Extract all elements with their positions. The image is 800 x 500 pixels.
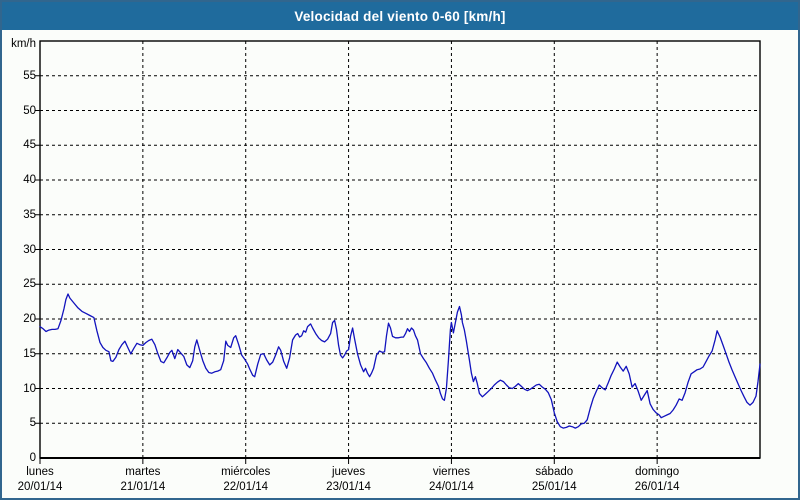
x-day-label-3: jueves 23/01/14	[294, 465, 404, 495]
x-day-label-2: miércoles 22/01/14	[191, 465, 301, 495]
x-day-date-3: 23/01/14	[326, 481, 371, 493]
y-tick-label-40: 40	[23, 174, 36, 186]
x-day-date-2: 22/01/14	[223, 481, 269, 493]
x-day-name-1: martes	[125, 466, 161, 478]
x-day-label-0: lunes 20/01/14	[2, 465, 95, 495]
x-day-date-0: 20/01/14	[17, 481, 63, 493]
x-day-name-3: jueves	[331, 466, 366, 478]
x-day-date-6: 26/01/14	[634, 481, 680, 493]
y-tick-label-45: 45	[23, 139, 36, 152]
y-axis-unit-label: km/h	[11, 38, 36, 50]
x-day-name-4: viernes	[432, 466, 470, 478]
y-tick-label-35: 35	[23, 208, 36, 221]
y-tick-label-0: 0	[29, 452, 36, 464]
y-tick-label-5: 5	[29, 417, 36, 430]
y-tick-label-30: 30	[23, 243, 36, 256]
y-tick-label-55: 55	[23, 69, 36, 82]
y-tick-label-10: 10	[23, 382, 36, 395]
x-day-name-6: domingo	[635, 466, 680, 478]
y-tick-label-15: 15	[23, 347, 36, 360]
y-tick-label-50: 50	[23, 104, 36, 117]
wind-speed-line	[39, 293, 761, 429]
x-day-label-6: domingo 26/01/14	[602, 465, 712, 495]
chart-title-bar: Velocidad del viento 0-60 [km/h]	[2, 2, 798, 30]
y-tick-label-20: 20	[23, 313, 36, 325]
x-day-date-5: 25/01/14	[531, 481, 577, 493]
x-day-label-1: martes 21/01/14	[88, 465, 198, 495]
x-day-name-0: lunes	[26, 466, 54, 478]
y-tick-label-25: 25	[23, 278, 36, 291]
x-day-label-4: viernes 24/01/14	[396, 465, 506, 495]
chart-title: Velocidad del viento 0-60 [km/h]	[294, 8, 506, 24]
x-day-date-4: 24/01/14	[429, 481, 474, 493]
x-day-date-1: 21/01/14	[120, 481, 166, 493]
x-day-label-5: sábado 25/01/14	[499, 465, 609, 495]
x-day-name-2: miércoles	[221, 466, 271, 478]
x-day-name-5: sábado	[535, 466, 574, 478]
